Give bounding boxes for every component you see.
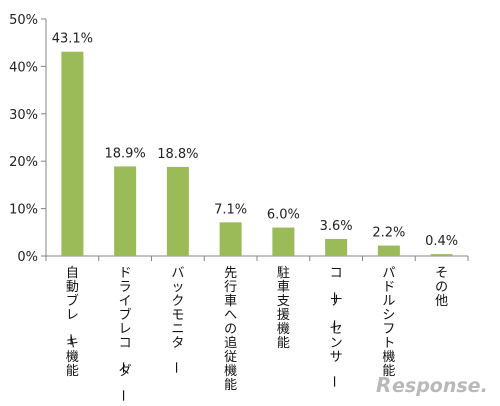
data-label: 18.9%: [104, 146, 145, 161]
bar: [219, 222, 242, 256]
bar: [325, 238, 348, 256]
category-label: ドライブレコーダー: [115, 266, 132, 402]
category-labels: 自動ブレーキ機能 ドライブレコーダー バックモニター 先行車への追従機能 駐車支援機能 コ…: [62, 266, 448, 402]
bar: [166, 166, 189, 256]
bar: [272, 227, 295, 256]
data-label: 43.1%: [52, 32, 93, 47]
category-label: パドルシフト機能: [382, 266, 395, 379]
data-label: 7.1%: [214, 202, 247, 217]
data-label: 6.0%: [267, 208, 300, 223]
bar: [430, 254, 453, 256]
category-label: 駐車支援機能: [277, 266, 290, 351]
watermark-mark: R: [376, 373, 391, 397]
watermark-text: esponse.: [392, 375, 488, 397]
y-tick-label: 10%: [9, 203, 38, 218]
category-label: コーナーセンサー: [326, 266, 343, 388]
y-tick-label: 0%: [17, 250, 38, 265]
category-label: 自動ブレーキ機能: [62, 266, 79, 379]
response-watermark: R esponse.: [376, 373, 488, 397]
data-label: 0.4%: [425, 234, 458, 249]
data-label: 3.6%: [320, 219, 353, 234]
data-labels: 43.1% 18.9% 18.8% 7.1% 6.0% 3.6% 2.2% 0.4%: [52, 32, 458, 249]
y-tick-label: 20%: [9, 155, 38, 170]
category-label: バックモニター: [167, 266, 184, 374]
bar: [114, 166, 137, 256]
data-label: 2.2%: [372, 226, 405, 241]
y-tick-label: 40%: [9, 60, 38, 75]
data-label: 18.8%: [157, 147, 198, 162]
bar: [377, 245, 400, 256]
category-label: 先行車への追従機能: [224, 266, 237, 393]
y-tick-label: 30%: [9, 108, 38, 123]
bars: [61, 51, 453, 257]
y-tick-label: 50%: [9, 13, 38, 28]
bar: [61, 51, 84, 257]
category-label: その他: [435, 266, 448, 309]
